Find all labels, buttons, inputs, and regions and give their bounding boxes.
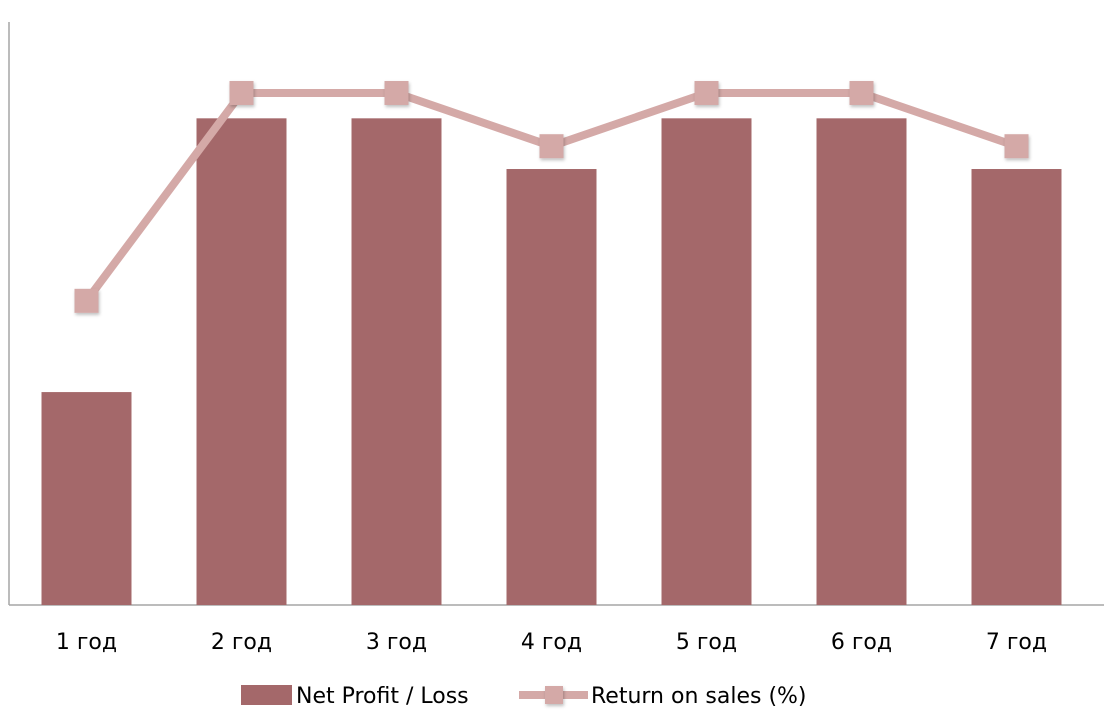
line-series [74, 80, 1029, 313]
x-tick-label-2: 2 год [211, 630, 272, 655]
x-tick-label-6: 6 год [831, 630, 892, 655]
bar-6 [816, 118, 907, 605]
x-tick-label-5: 5 год [676, 630, 737, 655]
bar-1 [41, 392, 132, 605]
legend-swatch-marker [545, 686, 563, 704]
bar-series [41, 118, 1062, 605]
x-axis-ticks: 1 год 2 год 3 год 4 год 5 год 6 год 7 год [56, 630, 1047, 655]
bar-3 [351, 118, 442, 605]
legend: Net Profit / Loss Return on sales (%) [241, 684, 807, 709]
bar-7 [971, 169, 1062, 605]
bar-2 [196, 118, 287, 605]
legend-label-line: Return on sales (%) [591, 684, 807, 709]
line-marker-6 [849, 80, 874, 105]
line-marker-2 [229, 80, 254, 105]
line-marker-5 [694, 80, 719, 105]
x-tick-label-3: 3 год [366, 630, 427, 655]
legend-label-bar: Net Profit / Loss [296, 684, 469, 709]
x-tick-label-4: 4 год [521, 630, 582, 655]
legend-swatch-bar [241, 685, 292, 705]
line-marker-3 [384, 80, 409, 105]
x-tick-label-1: 1 год [56, 630, 117, 655]
line-marker-4 [539, 134, 564, 159]
line-marker-1 [74, 288, 99, 313]
bar-4 [506, 169, 597, 605]
x-tick-label-7: 7 год [986, 630, 1047, 655]
bar-5 [661, 118, 752, 605]
line-marker-7 [1004, 134, 1029, 159]
